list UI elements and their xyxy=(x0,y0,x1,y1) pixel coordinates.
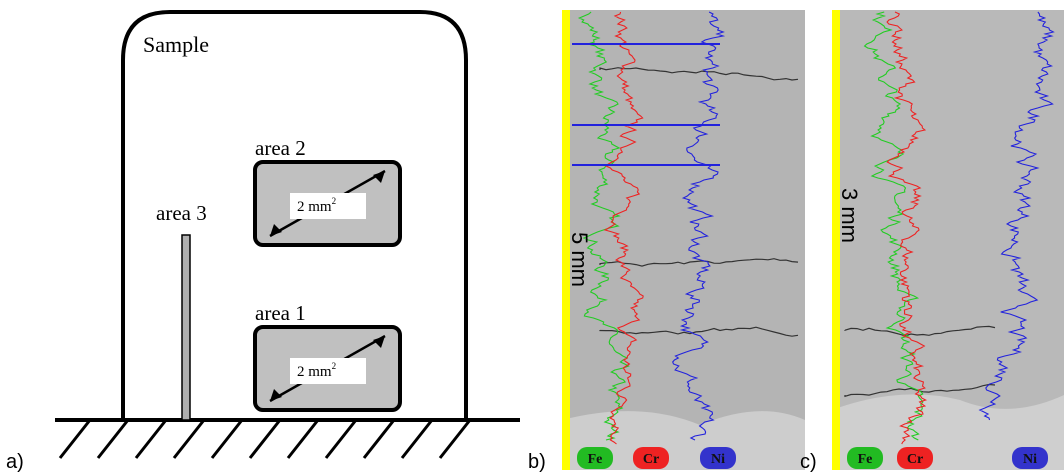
element-tag xyxy=(577,447,613,469)
element-label: Cr xyxy=(643,452,659,467)
trace xyxy=(672,11,726,441)
hatch-line xyxy=(134,419,168,459)
hatch-line xyxy=(172,419,206,459)
size-exponent: 2 xyxy=(332,196,337,206)
element-tag xyxy=(897,447,933,469)
area-3-bar xyxy=(181,234,191,421)
element-tag xyxy=(847,447,883,469)
hatch-line xyxy=(324,419,358,459)
element-label: Fe xyxy=(588,452,603,467)
trace xyxy=(863,11,924,441)
size-text: 2 mm xyxy=(297,199,332,215)
sample-outline xyxy=(121,10,468,420)
hatch-line xyxy=(210,419,244,459)
crack xyxy=(844,325,996,337)
scale-bar xyxy=(562,10,570,470)
area-label: area 1 xyxy=(255,301,306,325)
crack xyxy=(599,67,799,81)
element-tag xyxy=(700,447,736,469)
area-label: area 3 xyxy=(156,201,207,225)
area-label: area 2 xyxy=(255,136,306,160)
hatch-line xyxy=(248,419,282,459)
element-tag xyxy=(1012,447,1048,469)
trace xyxy=(978,11,1055,421)
hatch-line xyxy=(400,419,434,459)
element-label: Ni xyxy=(1023,452,1037,467)
element-label: Fe xyxy=(858,452,873,467)
trace xyxy=(603,11,644,445)
element-label: Cr xyxy=(907,452,923,467)
linescan-b xyxy=(572,11,799,445)
crack xyxy=(599,326,799,337)
substrate-c xyxy=(832,394,1064,470)
element-tag xyxy=(633,447,669,469)
hatch-line xyxy=(362,419,396,459)
micrograph-c xyxy=(832,10,1064,470)
size-text: 2 mm xyxy=(297,364,332,380)
size-exponent: 2 xyxy=(332,361,337,371)
ground-hatch xyxy=(58,419,472,459)
scale-bar xyxy=(832,10,840,470)
hatch-line xyxy=(58,419,92,459)
panel-label: c) xyxy=(800,451,817,473)
trace xyxy=(577,11,630,441)
size-label: 2 mm2 xyxy=(297,196,336,215)
hatch-line xyxy=(286,419,320,459)
scale-label: 3 mm xyxy=(837,188,862,243)
panel-a xyxy=(55,10,520,459)
substrate-b xyxy=(562,411,805,470)
element-label: Ni xyxy=(711,452,725,467)
micrograph-b xyxy=(562,10,805,470)
size-label-bg xyxy=(290,193,366,219)
hatch-line xyxy=(96,419,130,459)
sample-label: Sample xyxy=(143,32,209,57)
panel-label: b) xyxy=(528,451,546,473)
trace xyxy=(886,11,928,445)
size-label-bg xyxy=(290,358,366,384)
panel-label: a) xyxy=(6,451,24,473)
crack xyxy=(599,258,799,267)
scale-label: 5 mm xyxy=(567,232,592,287)
size-label: 2 mm2 xyxy=(297,361,336,380)
hatch-line xyxy=(438,419,472,459)
linescan-c xyxy=(844,11,1055,445)
